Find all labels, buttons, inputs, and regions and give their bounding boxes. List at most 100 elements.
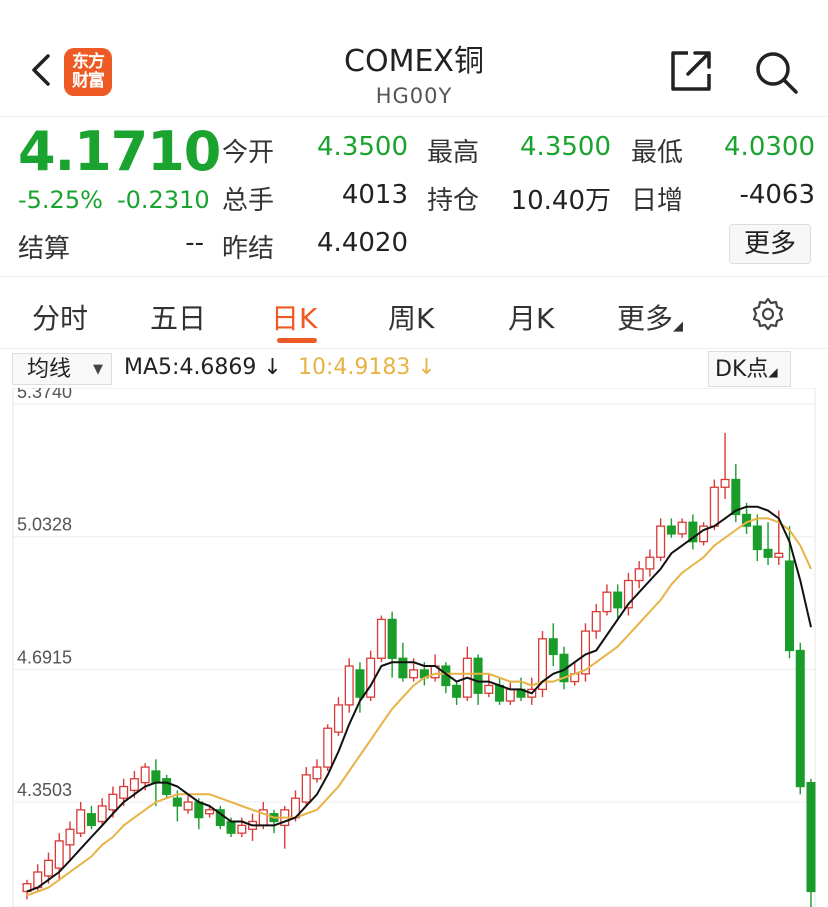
candle-body [591,610,601,632]
y-tick-label: 4.6915 [17,647,72,667]
tab-five-day[interactable]: 五日 [150,302,207,335]
tab-more[interactable]: 更多◢ [617,297,683,337]
dk-point-label: DK点 [715,357,769,382]
candle [376,615,386,663]
candle [677,518,687,538]
candle [183,794,193,814]
candle-body [86,813,96,827]
candle-body [774,552,784,558]
quote-divider [0,276,828,277]
candle [43,852,53,884]
candle [731,463,741,523]
candle-body [398,657,408,679]
search-icon[interactable] [752,48,800,96]
candle [65,821,75,861]
candle [537,631,548,698]
candle [720,432,730,499]
oi-change-value: -4063 [739,180,815,210]
candle [473,654,483,705]
candle [366,650,376,702]
candle-body [194,801,204,819]
back-chevron-icon[interactable] [24,50,64,90]
candle-body [602,591,612,613]
candle-body [376,618,386,659]
candle-body [108,793,118,811]
candle-body [548,638,558,656]
instrument-code: HG00Y [375,84,453,108]
y-tick-label: 5.0328 [17,515,72,535]
candle [763,522,773,565]
candle-body [355,669,365,698]
candle [495,677,505,705]
chart-grid [12,388,816,907]
candle-body [226,820,236,834]
app-logo: 东方 财富 [64,48,112,96]
tab-daily-k[interactable]: 日K [271,302,318,335]
daily-k-chart[interactable]: 5.3740 5.0328 4.6915 4.3503 [0,388,828,907]
tab-intraday[interactable]: 分时 [32,302,89,335]
tab-weekly-k[interactable]: 周K [388,302,435,335]
instrument-title: COMEX铜 [344,44,484,79]
candle [709,479,719,531]
gear-icon[interactable] [750,296,786,332]
ma10-value: 10:4.9183 [298,355,411,380]
ma-select-dropdown[interactable]: 均线 ▼ [12,353,112,385]
candle-body [183,801,193,811]
high-label: 最高 [427,138,480,168]
ma5-value: MA5:4.6869 [124,355,257,380]
candle-body [763,548,773,558]
ma-select-label: 均线 [27,357,72,382]
candle [86,805,96,830]
triangle-down-icon: ◢ [768,365,778,379]
volume-value: 4013 [341,180,408,210]
share-icon[interactable] [668,48,714,94]
dk-point-button[interactable]: DK点◢ [708,351,791,387]
open-label: 今开 [222,138,275,168]
candle [634,561,644,589]
low-value: 4.0300 [724,132,815,162]
candle-body [495,684,505,702]
candle [505,681,515,705]
candle-body [323,727,333,768]
candle-body [97,805,107,823]
candles [22,432,816,907]
candle-body [237,824,247,834]
high-value: 4.3500 [520,132,611,162]
candle [215,805,225,830]
y-tick-label: 4.3503 [17,780,72,800]
candle-body [344,665,354,706]
candle [205,805,215,818]
candle [280,805,290,849]
candle [162,774,172,799]
candle-body [484,684,494,694]
candle-body [65,828,75,846]
tab-monthly-k[interactable]: 月K [508,302,555,335]
candle [688,514,698,550]
volume-label: 总手 [222,186,275,216]
tabs-divider [0,348,828,349]
candle [484,673,494,698]
candle [355,662,365,713]
triangle-down-icon: ◢ [673,319,684,334]
prev-settle-label: 昨结 [222,234,275,264]
candle [591,603,601,639]
candle [656,518,666,562]
candle-body [731,478,741,516]
candle [699,522,709,546]
change-amount: -0.2310 [117,186,210,214]
candle [301,767,311,806]
candle-body [205,809,215,815]
candle [645,549,655,577]
header-divider [0,116,828,117]
candle-body [76,809,86,834]
candle [752,514,762,562]
candle-body [806,781,816,893]
candle-body [162,778,172,795]
candle [602,584,612,616]
more-stats-button[interactable]: 更多 [729,224,811,264]
candle-body [172,797,182,807]
open-interest-label: 持仓 [427,186,480,216]
candle-body [537,638,548,691]
y-tick-label: 5.3740 [17,388,72,402]
candle-body [387,618,397,659]
